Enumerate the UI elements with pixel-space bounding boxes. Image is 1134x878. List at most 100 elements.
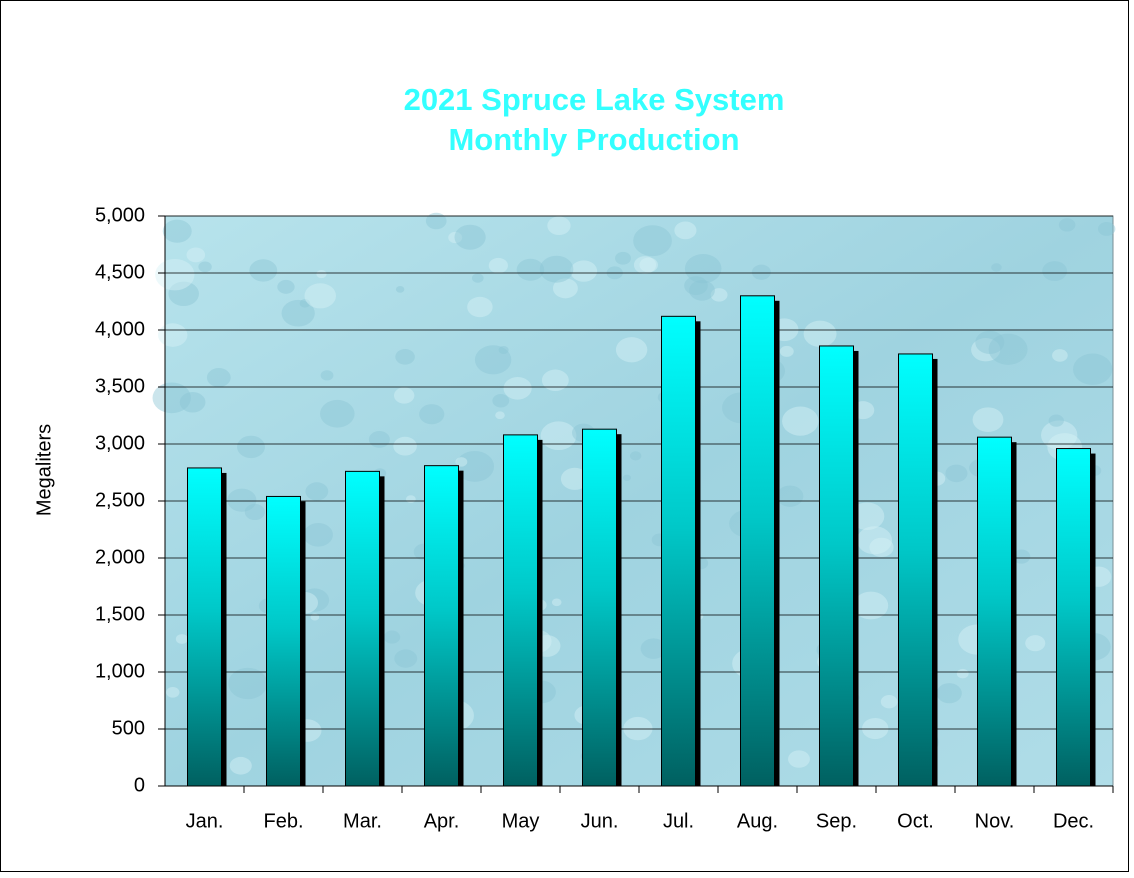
droplet — [674, 221, 697, 240]
droplet — [305, 482, 329, 501]
droplet — [633, 225, 672, 257]
droplet — [300, 588, 330, 612]
droplet — [615, 337, 648, 363]
droplet — [471, 273, 484, 283]
bar — [424, 465, 459, 787]
droplet — [474, 345, 512, 375]
droplet — [155, 258, 195, 291]
droplet — [249, 259, 278, 282]
droplet — [488, 257, 508, 274]
droplet — [244, 503, 265, 521]
droplet — [991, 263, 1002, 272]
y-tick-label: 5,000 — [95, 204, 145, 226]
bar — [661, 315, 696, 787]
droplet — [395, 285, 405, 293]
droplet — [1048, 414, 1064, 427]
droplet — [552, 278, 578, 299]
droplet — [956, 668, 969, 679]
droplet — [503, 377, 532, 400]
droplet — [782, 406, 819, 436]
droplet — [281, 299, 315, 327]
droplet — [988, 333, 1028, 365]
droplet — [547, 216, 571, 236]
x-tick-label: May — [502, 810, 540, 832]
droplet — [498, 345, 509, 354]
x-tick-label: Aug. — [737, 810, 778, 832]
droplet — [310, 613, 320, 621]
droplet — [684, 253, 722, 284]
droplet — [779, 345, 794, 357]
droplet — [972, 407, 1004, 432]
droplet — [152, 382, 191, 414]
x-tick-label: Feb. — [263, 810, 303, 832]
x-tick-label: Mar. — [343, 810, 382, 832]
y-tick-label: 3,500 — [95, 375, 145, 397]
droplet — [394, 649, 418, 668]
droplet — [516, 258, 545, 281]
droplet — [869, 537, 894, 558]
droplet — [166, 686, 180, 698]
droplet — [539, 255, 574, 283]
droplet — [229, 756, 252, 775]
droplet — [570, 260, 598, 282]
bar — [819, 345, 854, 787]
droplet — [368, 431, 390, 448]
droplet — [448, 231, 463, 244]
droplet — [856, 526, 893, 555]
droplet — [395, 349, 415, 365]
droplet — [1073, 353, 1113, 385]
droplet — [175, 634, 189, 644]
droplet — [551, 598, 562, 607]
y-tick-label: 2,000 — [95, 546, 145, 568]
droplet — [454, 224, 486, 250]
droplet — [455, 457, 468, 467]
y-tick-label: 1,500 — [95, 603, 145, 625]
droplet — [455, 451, 495, 482]
droplet — [640, 638, 667, 659]
droplet — [316, 269, 327, 279]
droplet — [853, 591, 889, 620]
droplet — [419, 404, 445, 425]
droplet — [788, 750, 810, 768]
x-tick-label: Sep. — [816, 810, 857, 832]
droplet — [168, 281, 199, 307]
droplet — [1097, 221, 1116, 236]
droplet — [320, 370, 334, 381]
droplet — [237, 435, 265, 459]
droplet — [405, 495, 416, 504]
droplet — [1052, 349, 1068, 362]
bar — [187, 467, 222, 787]
y-tick-label: 0 — [134, 774, 145, 796]
droplet — [299, 299, 311, 308]
droplet — [383, 630, 401, 644]
droplet — [623, 716, 653, 741]
droplet — [971, 338, 1001, 362]
y-tick-label: 3,000 — [95, 432, 145, 454]
droplet — [615, 251, 631, 265]
droplet — [304, 283, 336, 309]
droplet — [303, 523, 333, 547]
droplet — [776, 485, 804, 507]
bar — [266, 495, 301, 787]
droplet — [560, 467, 589, 490]
droplet — [629, 451, 642, 461]
droplet — [751, 264, 771, 280]
droplet — [162, 219, 192, 243]
droplet — [803, 320, 837, 347]
droplet — [320, 399, 355, 428]
droplet — [228, 667, 268, 700]
droplet — [689, 280, 715, 301]
droplet — [1025, 635, 1046, 652]
droplet — [945, 464, 968, 483]
droplet — [1058, 218, 1076, 232]
droplet — [492, 393, 510, 408]
droplet — [186, 247, 206, 263]
y-tick-label: 500 — [112, 717, 145, 739]
droplet — [622, 474, 631, 481]
droplet — [277, 279, 295, 294]
x-tick-label: Jun. — [581, 810, 619, 832]
chart-title: 2021 Spruce Lake System — [404, 82, 785, 117]
droplet — [975, 330, 1005, 354]
droplet — [158, 323, 188, 347]
droplet — [684, 276, 708, 296]
